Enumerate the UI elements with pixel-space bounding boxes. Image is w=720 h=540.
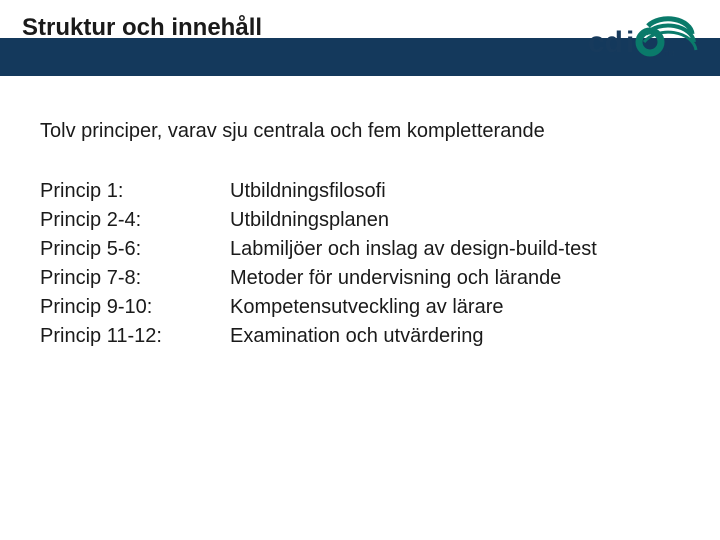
slide: Struktur och innehåll cd i TM Tolv princ… <box>0 0 720 540</box>
principle-label: Princip 1: <box>40 180 220 203</box>
principle-desc: Metoder för undervisning och lärande <box>230 267 597 290</box>
principle-label: Princip 7-8: <box>40 267 220 290</box>
slide-title: Struktur och innehåll <box>22 14 262 42</box>
principle-label: Princip 11-12: <box>40 325 220 348</box>
principle-desc: Examination och utvärdering <box>230 325 597 348</box>
principle-label: Princip 5-6: <box>40 238 220 261</box>
svg-text:cd: cd <box>588 26 623 59</box>
principle-desc: Kompetensutveckling av lärare <box>230 296 597 319</box>
principle-label: Princip 9-10: <box>40 296 220 319</box>
svg-text:i: i <box>626 26 634 59</box>
principle-label: Princip 2-4: <box>40 209 220 232</box>
cdio-logo-icon: cd i TM <box>588 12 698 66</box>
principle-desc: Labmiljöer och inslag av design-build-te… <box>230 238 597 261</box>
principles-grid: Princip 1: Utbildningsfilosofi Princip 2… <box>40 180 597 348</box>
principle-desc: Utbildningsfilosofi <box>230 180 597 203</box>
svg-text:TM: TM <box>664 51 674 58</box>
cdio-logo: cd i TM <box>588 12 698 66</box>
slide-subtitle: Tolv principer, varav sju centrala och f… <box>40 120 545 143</box>
principle-desc: Utbildningsplanen <box>230 209 597 232</box>
